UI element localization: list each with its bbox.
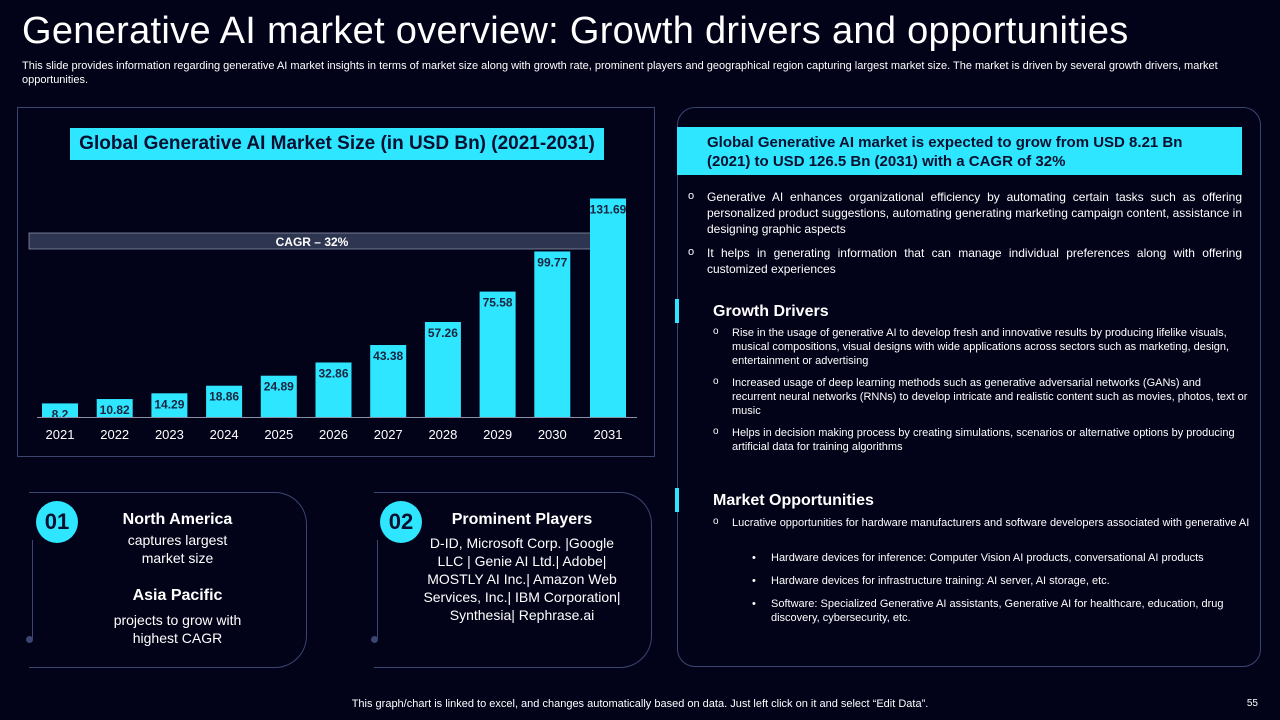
market-opportunity-subitem: Hardware devices for inference: Computer… — [752, 551, 1252, 565]
players-heading: Prominent Players — [451, 511, 593, 528]
x-tick-label: 2024 — [210, 427, 239, 442]
card-connector-line — [377, 540, 378, 638]
cagr-label: CAGR – 32% — [276, 235, 349, 249]
page-title: Generative AI market overview: Growth dr… — [22, 10, 1129, 52]
market-opportunities-list: Lucrative opportunities for hardware man… — [713, 515, 1253, 538]
bar-value-label: 57.26 — [428, 326, 458, 340]
bar-value-label: 10.82 — [100, 403, 130, 417]
page-subtitle: This slide provides information regardin… — [22, 60, 1218, 86]
bar — [370, 345, 407, 417]
bar-value-label: 32.86 — [318, 366, 348, 380]
bar-value-label: 131.69 — [590, 202, 627, 216]
region-heading: Asia Pacific — [132, 587, 223, 604]
x-tick-label: 2031 — [594, 427, 623, 442]
bar-value-label: 18.86 — [209, 390, 239, 404]
insights-panel — [677, 107, 1261, 667]
x-tick-label: 2021 — [46, 427, 75, 442]
chart-title: Global Generative AI Market Size (in USD… — [70, 128, 604, 160]
bar-value-label: 75.58 — [483, 296, 513, 310]
intro-point: Generative AI enhances organizational ef… — [688, 188, 1242, 237]
market-growth-headline: Global Generative AI market is expected … — [677, 127, 1242, 175]
growth-driver-item: Rise in the usage of generative AI to de… — [713, 325, 1248, 368]
market-opportunity-subitem: Hardware devices for infrastructure trai… — [752, 574, 1252, 588]
x-tick-label: 2027 — [374, 427, 403, 442]
x-tick-label: 2023 — [155, 427, 184, 442]
bar — [260, 375, 297, 417]
bar — [206, 385, 243, 417]
bar-value-label: 99.77 — [537, 255, 567, 269]
card-number-badge: 02 — [380, 501, 422, 543]
bar-value-label: 8.2 — [52, 407, 69, 421]
bar — [534, 251, 571, 417]
growth-drivers-list: Rise in the usage of generative AI to de… — [713, 325, 1248, 462]
bar — [96, 399, 133, 417]
region-description: captures largest market size — [127, 532, 228, 566]
players-card — [374, 492, 652, 668]
x-tick-label: 2029 — [483, 427, 512, 442]
page-number: 55 — [1246, 698, 1258, 709]
chart-panel — [17, 107, 655, 457]
bar — [424, 321, 461, 417]
bar — [479, 291, 516, 417]
footer-note: This graph/chart is linked to excel, and… — [351, 698, 929, 710]
bar — [151, 393, 188, 417]
card-number-badge: 01 — [36, 501, 78, 543]
bar-chart: CAGR – 32% 8.2 2021 10.82 2022 14.29 2023 18.86… — [28, 198, 637, 442]
card-connector-line — [32, 540, 33, 638]
bar-value-label: 14.29 — [154, 397, 184, 411]
region-card-content: North America captures largest market si… — [80, 511, 275, 647]
market-opportunities-heading: Market Opportunities — [713, 492, 874, 509]
intro-point: It helps in generating information that … — [688, 244, 1242, 277]
x-tick-label: 2025 — [264, 427, 293, 442]
region-card — [29, 492, 307, 668]
card-connector-dot — [371, 636, 378, 643]
growth-drivers-heading: Growth Drivers — [713, 303, 829, 320]
section-accent-bar — [675, 299, 679, 323]
intro-list: Generative AI enhances organizational ef… — [688, 188, 1242, 285]
bar-value-label: 24.89 — [264, 380, 294, 394]
card-connector-dot — [26, 636, 33, 643]
x-tick-label: 2026 — [319, 427, 348, 442]
growth-driver-item: Helps in decision making process by crea… — [713, 425, 1248, 454]
growth-driver-item: Increased usage of deep learning methods… — [713, 375, 1248, 418]
region-description: projects to grow with highest CAGR — [113, 612, 242, 646]
players-list: D-ID, Microsoft Corp. |Google LLC | Geni… — [423, 535, 621, 623]
x-tick-label: 2028 — [428, 427, 457, 442]
market-opportunity-item: Lucrative opportunities for hardware man… — [713, 515, 1253, 530]
x-tick-label: 2030 — [538, 427, 567, 442]
market-opportunities-sublist: Hardware devices for inference: Computer… — [752, 551, 1252, 634]
x-tick-label: 2022 — [100, 427, 129, 442]
region-heading: North America — [122, 511, 233, 528]
section-accent-bar — [675, 488, 679, 512]
market-opportunity-subitem: Software: Specialized Generative AI assi… — [752, 597, 1252, 625]
players-card-content: Prominent Players D-ID, Microsoft Corp. … — [416, 511, 628, 624]
bar — [590, 198, 626, 417]
bar — [42, 403, 78, 417]
bar-value-label: 43.38 — [373, 349, 403, 363]
bar — [315, 362, 352, 417]
